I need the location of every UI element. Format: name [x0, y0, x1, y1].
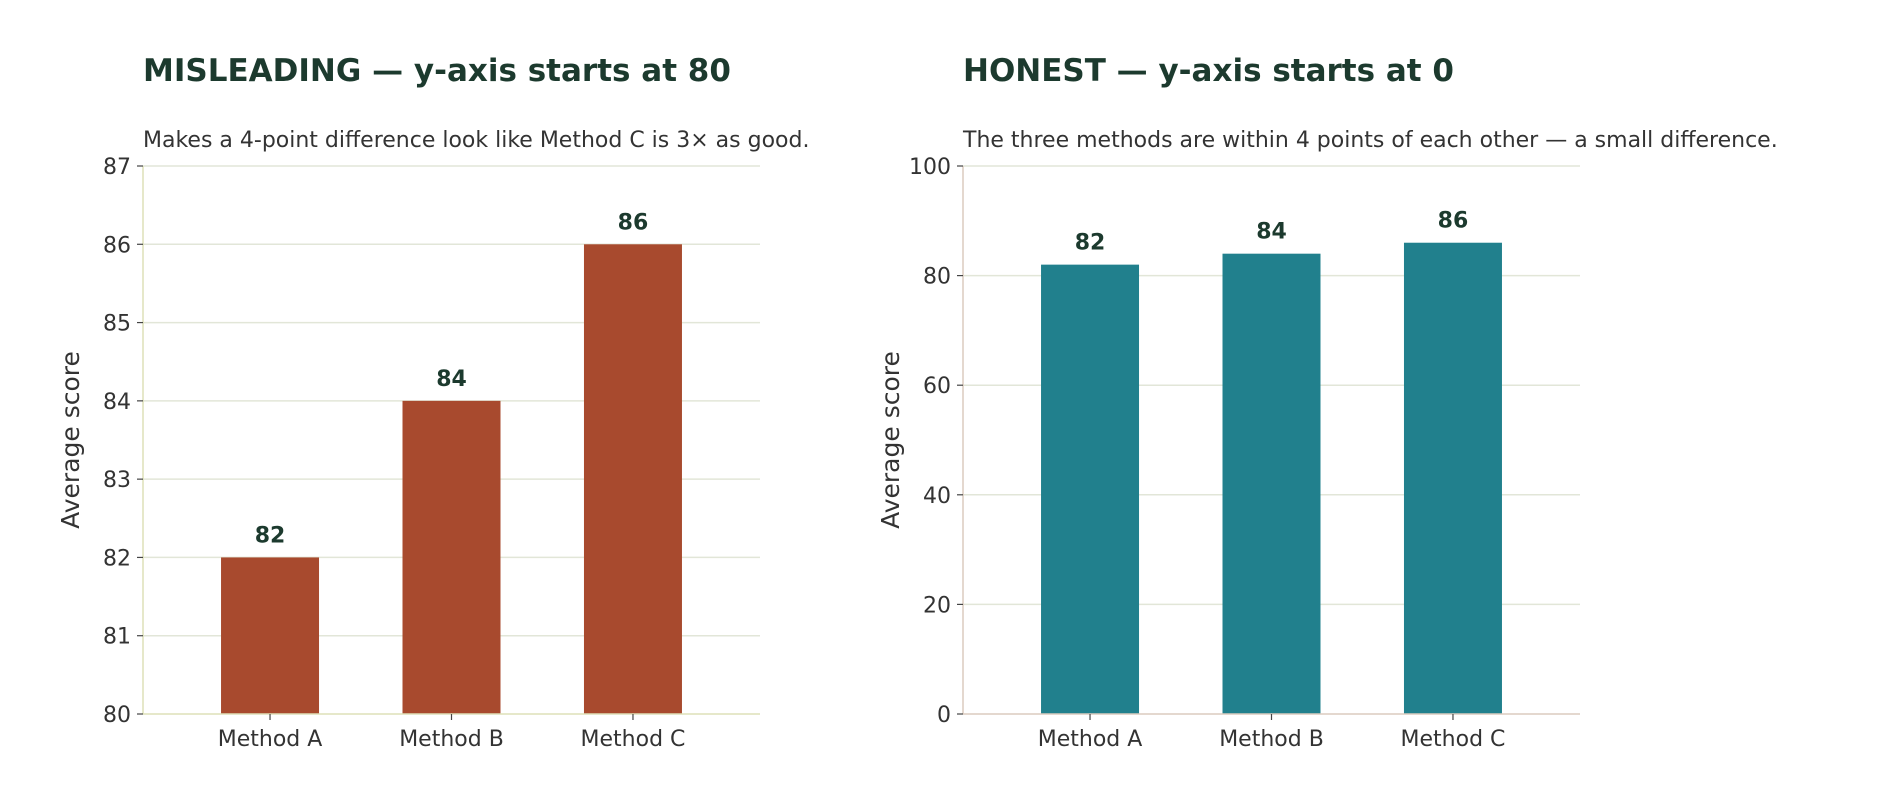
data-label-honest-2: 84 [1256, 220, 1287, 245]
x-tick-label-misleading: Method B [399, 727, 504, 752]
y-tick-label-honest: 80 [923, 265, 951, 290]
y-tick-label-misleading: 84 [103, 390, 131, 415]
data-label-honest-1: 82 [1075, 231, 1106, 256]
x-tick-label-honest: Method A [1038, 727, 1143, 752]
bar-honest-1 [1041, 264, 1140, 714]
x-tick-label-honest: Method C [1401, 727, 1506, 752]
y-tick-label-honest: 40 [923, 484, 951, 509]
bar-honest-3 [1403, 242, 1502, 714]
data-label-misleading-3: 86 [618, 210, 649, 235]
chart-title-misleading: MISLEADING — y-axis starts at 80 [143, 53, 731, 89]
y-tick-label-honest: 0 [937, 703, 951, 728]
y-tick-label-honest: 100 [909, 155, 951, 180]
y-tick-label-misleading: 86 [103, 233, 131, 258]
x-tick-label-honest: Method B [1219, 727, 1324, 752]
y-tick-label-honest: 20 [923, 593, 951, 618]
y-tick-label-misleading: 85 [103, 312, 131, 337]
y-tick-label-misleading: 87 [103, 155, 131, 180]
y-axis-label-honest: Average score [876, 351, 905, 529]
chart-subtitle-misleading: Makes a 4-point difference look like Met… [143, 128, 810, 153]
x-tick-label-misleading: Method C [581, 727, 686, 752]
bar-misleading-3 [583, 244, 682, 715]
y-axis-label-misleading: Average score [56, 351, 85, 529]
bar-misleading-1 [221, 557, 320, 714]
y-tick-label-misleading: 81 [103, 625, 131, 650]
data-label-honest-3: 86 [1438, 209, 1469, 234]
y-tick-label-misleading: 83 [103, 468, 131, 493]
y-tick-label-misleading: 80 [103, 703, 131, 728]
bar-misleading-2 [402, 400, 501, 714]
data-label-misleading-1: 82 [255, 523, 286, 548]
chart-title-honest: HONEST — y-axis starts at 0 [963, 53, 1454, 89]
x-tick-label-misleading: Method A [218, 727, 323, 752]
chart-subtitle-honest: The three methods are within 4 points of… [963, 128, 1778, 153]
data-label-misleading-2: 84 [436, 367, 467, 392]
y-tick-label-honest: 60 [923, 374, 951, 399]
y-tick-label-misleading: 82 [103, 546, 131, 571]
bar-honest-2 [1222, 253, 1321, 714]
